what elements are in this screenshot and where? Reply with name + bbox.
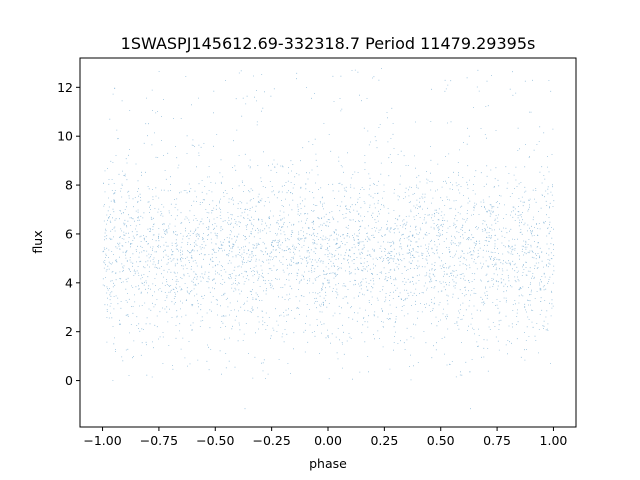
y-tick-label: 0 <box>65 373 73 388</box>
scatter-points <box>102 68 555 410</box>
x-tick-label: −1.00 <box>83 433 121 448</box>
x-tick-label: 1.00 <box>540 433 568 448</box>
y-axis-label: flux <box>30 230 45 253</box>
y-tick-label: 12 <box>57 80 73 95</box>
y-tick-label: 2 <box>65 324 73 339</box>
x-axis-label: phase <box>309 456 347 471</box>
x-tick-label: 0.00 <box>314 433 342 448</box>
y-axis: 0 2 4 6 8 10 12 <box>57 80 80 388</box>
y-tick-label: 6 <box>65 226 73 241</box>
x-tick-label: 0.50 <box>427 433 455 448</box>
x-tick-label: −0.50 <box>196 433 234 448</box>
x-tick-label: 0.75 <box>483 433 511 448</box>
x-axis: −1.00 −0.75 −0.50 −0.25 0.00 0.25 0.50 0.75 1.00 <box>83 427 567 448</box>
y-tick-label: 8 <box>65 178 73 193</box>
x-tick-label: 0.25 <box>370 433 398 448</box>
x-tick-label: −0.75 <box>140 433 178 448</box>
y-tick-label: 10 <box>57 129 73 144</box>
y-tick-label: 4 <box>65 275 73 290</box>
plot-frame <box>79 57 577 428</box>
x-tick-label: −0.25 <box>252 433 290 448</box>
scatter-point-cloud <box>102 68 555 410</box>
chart-title: 1SWASPJ145612.69-332318.7 Period 11479.2… <box>121 34 536 53</box>
